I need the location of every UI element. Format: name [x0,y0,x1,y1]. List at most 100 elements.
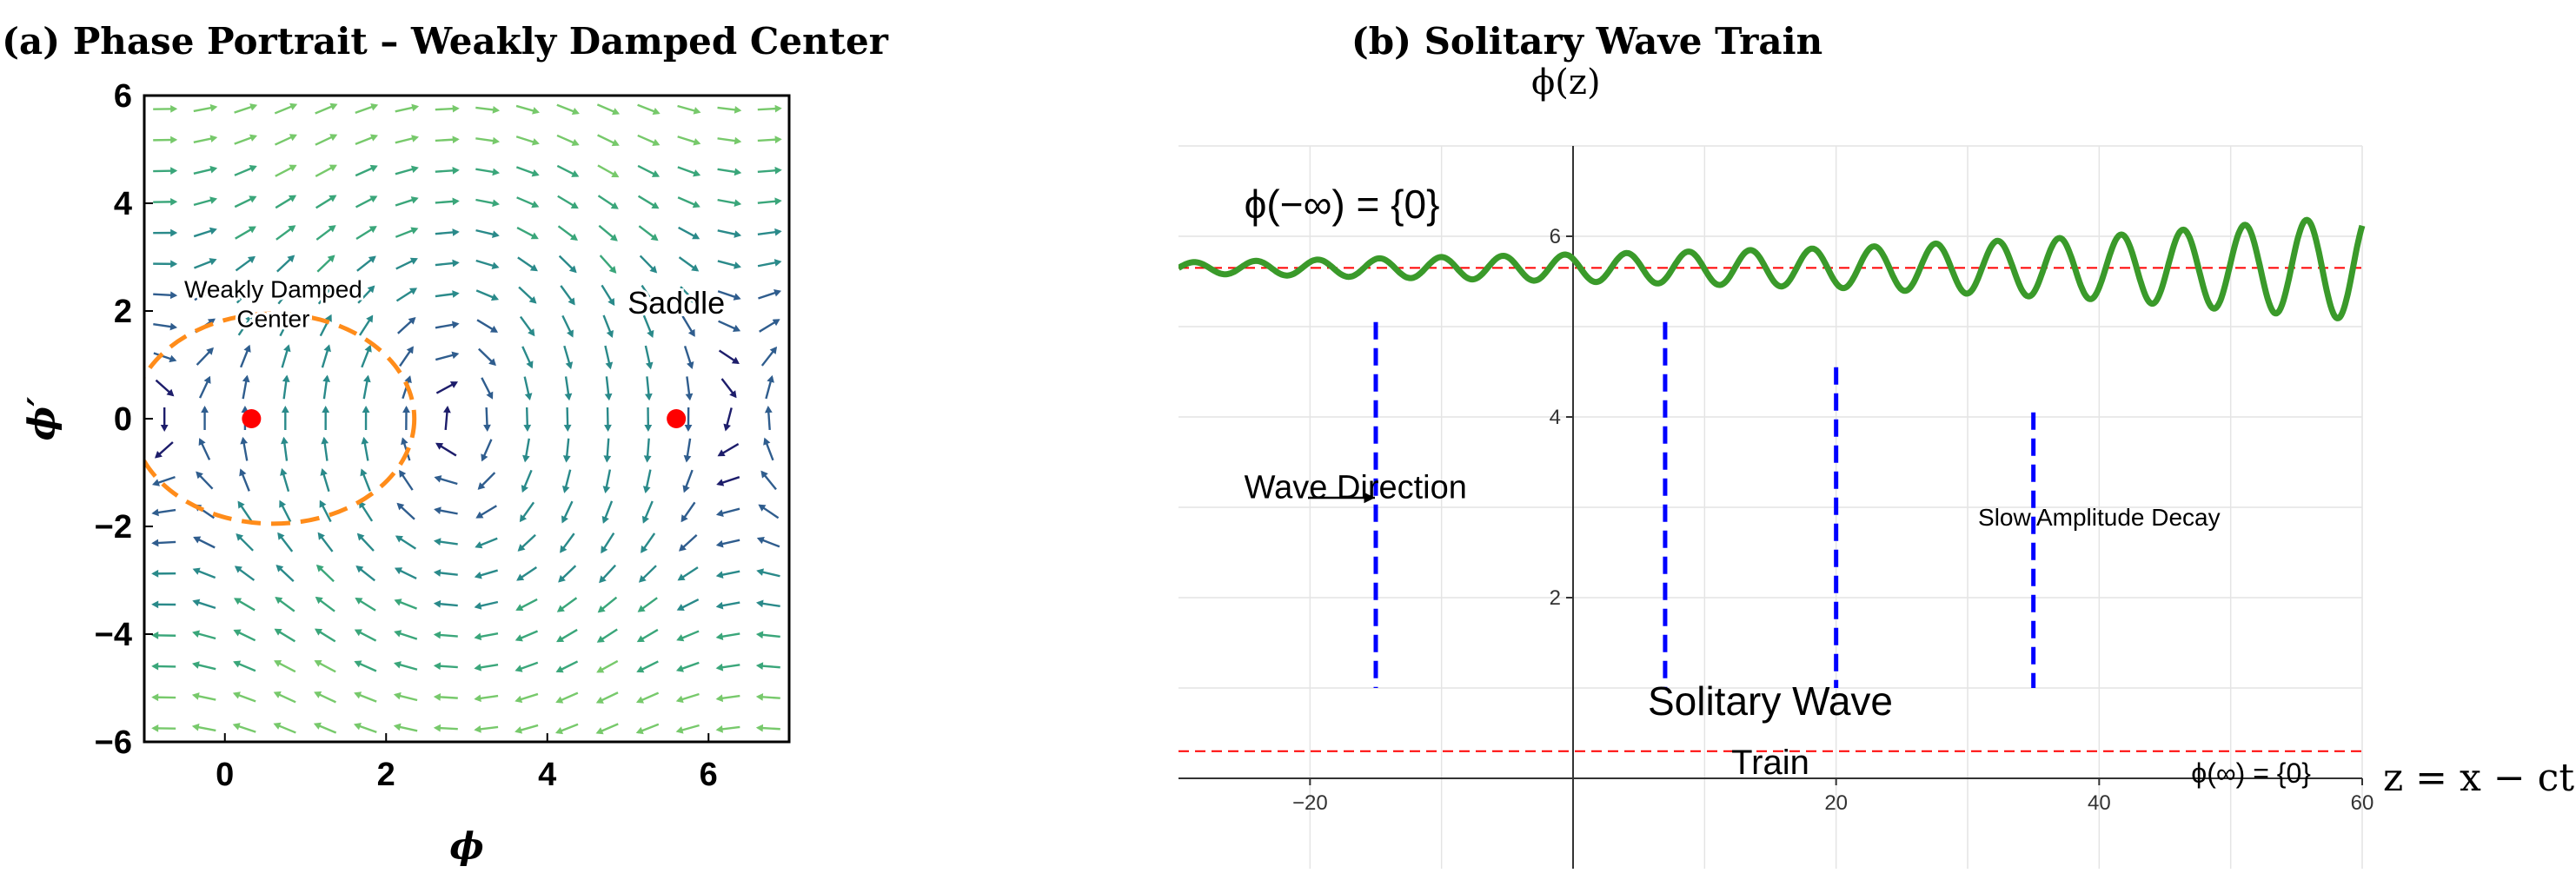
stream-arrowhead [243,344,251,353]
stream-arrowhead [733,324,741,332]
b-x-tick-label: 20 [1824,791,1848,815]
fixed-point-1 [242,409,262,428]
stream-arrowhead [151,539,159,547]
stream-arrowhead [474,572,482,579]
stream-arrowhead [715,539,724,548]
x-tick-label: 6 [700,757,718,793]
stream-arrowhead [393,691,402,700]
stream-arrowhead [151,569,159,578]
stream-arrowhead [277,532,285,540]
stream-arrowhead [517,544,526,552]
panel-a-annotation: Weakly Damped [184,276,362,303]
stream-arrowhead [693,138,701,146]
stream-arrowhead [315,596,323,605]
stream-arrowhead [289,195,297,202]
stream-arrowhead [249,103,258,111]
stream-arrowhead [515,665,523,672]
panel-a-annotation: Center [236,306,309,333]
panel-b-xlabel: z = x − ct [2383,756,2574,800]
panel-a: (a) Phase Portrait – Weakly Damped Cente… [2,20,889,867]
stream-arrowhead [209,196,218,204]
stream-arrowhead [756,536,765,545]
stream-arrowhead [236,532,244,541]
stream-arrowhead [411,103,420,112]
b-x-tick-label: −20 [1292,791,1328,815]
stream-arrowhead [769,346,778,354]
stream-arrowhead [571,138,580,146]
stream-arrowhead [401,437,408,446]
stream-arrowhead [595,696,604,704]
vertical-markers [1373,321,2036,688]
stream-arrowhead [245,314,253,323]
stream-arrowhead [393,723,402,731]
stream-arrowhead [641,545,648,553]
panel-b-annotation: ϕ(∞) = {0} [2191,757,2311,789]
stream-arrowhead [602,486,611,494]
stream-arrowhead [191,692,200,700]
panel-b-title: (b) Solitary Wave Train [1351,20,1822,63]
stream-arrowhead [289,134,297,142]
stream-arrowhead [715,571,724,579]
y-tick-label: −6 [95,724,132,761]
stream-arrowhead [676,634,685,642]
stream-arrowhead [248,226,256,234]
stream-arrowhead [565,361,574,370]
panel-b-annotation: Slow Amplitude Decay [1978,504,2221,531]
y-tick-label: 4 [114,186,132,222]
stream-arrowhead [717,449,726,457]
stream-arrowhead [767,374,774,383]
stream-arrowhead [567,329,574,338]
stream-arrowhead [675,695,684,704]
stream-arrowhead [286,284,294,293]
stream-arrowhead [449,381,459,388]
stream-arrowhead [597,605,606,613]
stream-arrowhead [329,103,338,110]
stream-arrowhead [756,568,765,576]
stream-arrowhead [170,136,178,144]
stream-arrowhead [651,202,660,209]
stream-arrowhead [196,471,203,480]
stream-arrowhead [369,134,379,142]
stream-arrowhead [515,695,523,704]
stream-arrowhead [237,500,245,509]
stream-arrowhead [637,605,646,612]
stream-arrowhead [564,393,573,401]
fixed-point-2 [667,409,687,428]
stream-arrowhead [151,724,159,732]
stream-arrowhead [555,696,564,704]
stream-arrowhead [474,725,481,733]
stream-arrowhead [492,136,501,145]
stream-arrowhead [151,479,160,486]
panel-a-frame [143,94,791,744]
stream-arrowhead [169,354,177,363]
panel-b-annotation: Wave Direction [1245,470,1467,506]
stream-arrowhead [368,226,377,234]
stream-arrowhead [755,599,764,608]
stream-arrowhead [201,406,209,413]
panel-b-annotation: Solitary Wave [1648,678,1893,724]
stream-arrowhead [326,284,334,293]
stream-arrowhead [764,406,773,413]
stream-arrowhead [729,390,737,399]
stream-arrowhead [491,230,500,238]
stream-arrowhead [571,170,580,177]
stream-arrowhead [198,438,206,446]
stream-arrowhead [434,475,442,483]
stream-arrowhead [571,107,580,116]
stream-arrowhead [356,532,365,541]
stream-arrowhead [369,164,378,172]
stream-arrowhead [249,134,258,142]
stream-arrowhead [763,437,771,446]
stream-arrowhead [691,264,700,272]
stream-arrowhead [570,202,579,209]
stream-arrowhead [246,285,255,294]
stream-arrowhead [676,604,685,611]
stream-arrowhead [693,169,701,177]
stream-arrowhead [563,424,572,432]
stream-arrowhead [649,265,658,274]
stream-arrowhead [635,696,645,704]
stream-arrowhead [169,291,178,300]
stream-arrowhead [642,486,651,493]
stream-arrowhead [636,635,645,643]
stream-arrowhead [232,691,241,699]
